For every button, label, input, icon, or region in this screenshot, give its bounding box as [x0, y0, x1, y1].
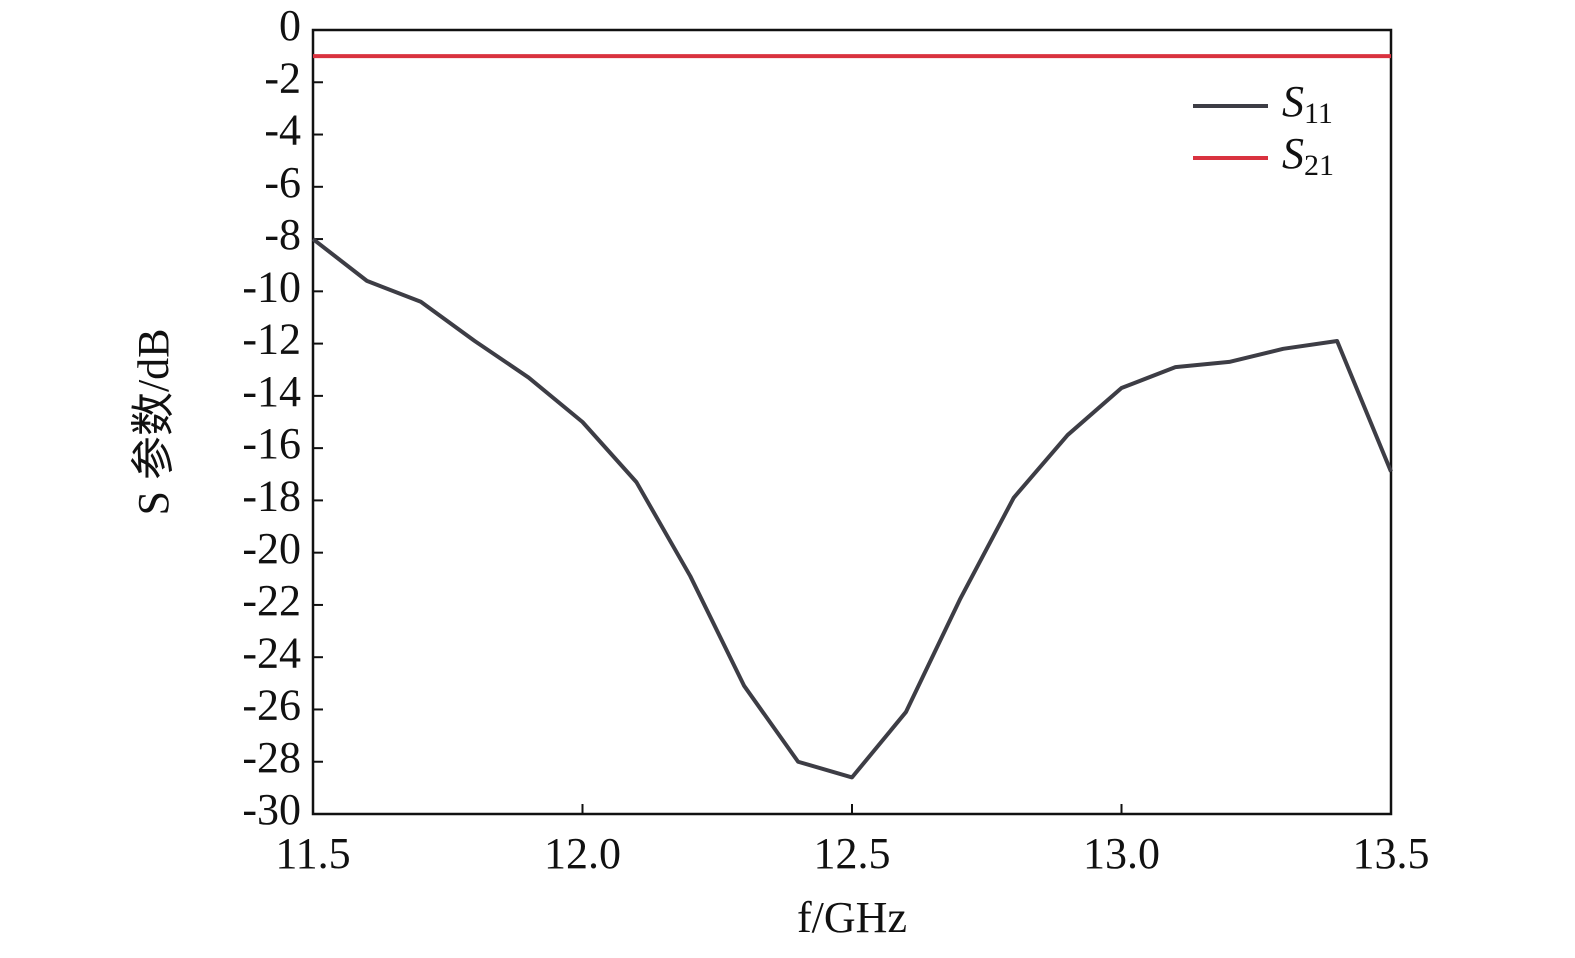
y-tick-label: -4: [264, 106, 301, 155]
x-tick-label: 13.0: [1083, 829, 1160, 878]
legend-label: S21: [1282, 129, 1334, 182]
y-tick-label: -8: [264, 210, 301, 259]
y-tick-label: -6: [264, 158, 301, 207]
y-tick-label: -2: [264, 53, 301, 102]
y-tick-label: 0: [279, 1, 301, 50]
series-line: [311, 237, 1393, 780]
y-tick-label: -24: [242, 628, 301, 677]
x-tick-label: 13.5: [1353, 829, 1430, 878]
y-tick-label: -12: [242, 315, 301, 364]
y-tick-label: -16: [242, 419, 301, 468]
y-tick-label: -30: [242, 785, 301, 834]
y-tick-label: -26: [242, 681, 301, 730]
y-axis-label: S 参数/dB: [129, 328, 178, 515]
y-tick-label: -28: [242, 733, 301, 782]
y-tick-label: -18: [242, 471, 301, 520]
x-tick-label: 12.0: [544, 829, 621, 878]
x-axis-label: f/GHz: [797, 893, 907, 942]
y-tick-label: -14: [242, 367, 301, 416]
legend-label: S11: [1282, 77, 1333, 130]
x-tick-label: 12.5: [814, 829, 891, 878]
x-tick-label: 11.5: [275, 829, 350, 878]
y-tick-label: -22: [242, 576, 301, 625]
plot-frame: [311, 28, 1393, 816]
y-tick-label: -10: [242, 262, 301, 311]
y-tick-label: -20: [242, 524, 301, 573]
